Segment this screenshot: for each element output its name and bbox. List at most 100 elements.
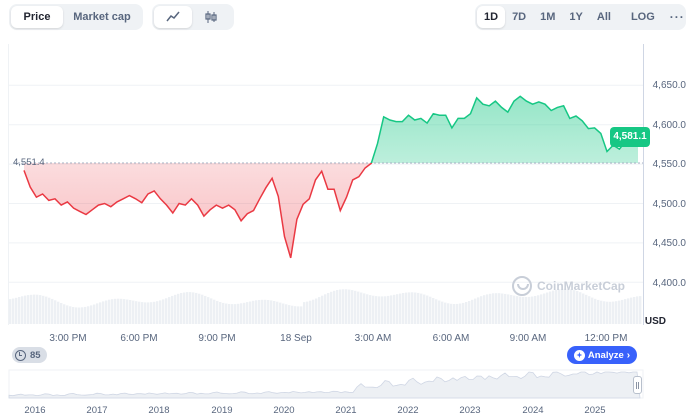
- range-1y[interactable]: 1Y: [569, 11, 583, 23]
- more-options-icon[interactable]: ···: [669, 10, 685, 24]
- volume-bar: [213, 299, 216, 324]
- candlestick-chart-button[interactable]: [192, 6, 230, 28]
- volume-bars: [9, 288, 642, 324]
- volume-bar: [300, 306, 303, 324]
- volume-bar: [408, 292, 411, 324]
- volume-bar: [345, 289, 348, 324]
- volume-bar: [483, 295, 486, 324]
- volume-bar: [597, 299, 600, 324]
- volume-bar: [144, 302, 147, 324]
- volume-bar: [384, 296, 387, 324]
- year-label: 2017: [86, 405, 108, 416]
- volume-bar: [18, 297, 21, 324]
- volume-bar: [363, 293, 366, 324]
- year-label: 2023: [459, 405, 481, 416]
- volume-bar: [330, 291, 333, 324]
- x-tick-label: 9:00 PM: [198, 333, 236, 344]
- volume-bar: [108, 299, 111, 324]
- navigator-history-area: [8, 371, 641, 399]
- volume-bar: [228, 304, 231, 324]
- volume-bar: [231, 304, 234, 324]
- volume-bar: [117, 298, 120, 324]
- x-tick-label: 3:00 AM: [354, 333, 392, 344]
- volume-bar: [75, 307, 78, 324]
- volume-bar: [114, 298, 117, 324]
- navigator-handle[interactable]: [633, 376, 642, 394]
- volume-bar: [150, 302, 153, 324]
- market-cap-tab[interactable]: Market cap: [73, 11, 131, 23]
- current-price-tag: 4,581.1: [610, 127, 650, 147]
- volume-bar: [582, 293, 585, 324]
- volume-bar: [249, 301, 252, 324]
- volume-bar: [30, 294, 33, 324]
- volume-bar: [306, 301, 309, 324]
- volume-bar: [135, 301, 138, 324]
- volume-bar: [192, 292, 195, 324]
- time-range-selector: 1D 7D 1M 1Y All LOG ···: [475, 4, 686, 30]
- volume-bar: [270, 300, 273, 324]
- volume-bar: [207, 297, 210, 324]
- volume-bar: [138, 301, 141, 324]
- volume-bar: [336, 290, 339, 324]
- volume-bar: [36, 294, 39, 324]
- volume-bar: [15, 297, 18, 324]
- volume-bar: [273, 301, 276, 324]
- volume-bar: [537, 295, 540, 324]
- volume-bar: [615, 301, 618, 324]
- y-tick-label: 4,600.0: [652, 120, 686, 131]
- volume-bar: [489, 293, 492, 324]
- volume-bar: [471, 299, 474, 324]
- volume-bar: [252, 300, 255, 324]
- range-1d[interactable]: 1D: [477, 6, 506, 28]
- analyze-button[interactable]: Analyze ›: [567, 346, 637, 364]
- year-label: 2019: [211, 405, 233, 416]
- volume-bar: [453, 304, 456, 324]
- volume-bar: [81, 307, 84, 324]
- volume-bar: [621, 299, 624, 324]
- currency-label: USD: [644, 316, 666, 327]
- volume-bar: [618, 300, 621, 324]
- volume-bar: [624, 299, 627, 324]
- chevron-right-icon: ›: [626, 349, 631, 361]
- volume-bar: [447, 303, 450, 324]
- chart-toolbar: Price Market cap 1D 7D 1M 1Y All LOG ···: [0, 0, 700, 36]
- analyze-label: Analyze: [587, 349, 624, 361]
- volume-bar: [78, 307, 81, 324]
- line-chart-button[interactable]: [154, 6, 192, 28]
- range-all[interactable]: All: [596, 11, 611, 23]
- year-label: 2016: [24, 405, 46, 416]
- volume-bar: [177, 293, 180, 324]
- volume-bar: [381, 296, 384, 324]
- volume-bar: [540, 294, 543, 324]
- range-7d[interactable]: 7D: [512, 11, 527, 23]
- volume-bar: [174, 294, 177, 324]
- volume-bar: [216, 300, 219, 324]
- volume-bar: [258, 300, 261, 324]
- volume-bar: [162, 299, 165, 324]
- log-scale-toggle[interactable]: LOG: [630, 11, 655, 23]
- volume-bar: [366, 294, 369, 324]
- volume-bar: [312, 299, 315, 324]
- volume-bar: [267, 300, 270, 324]
- volume-bar: [156, 301, 159, 324]
- volume-bar: [390, 295, 393, 324]
- volume-bar: [60, 303, 63, 324]
- watermark-text: CoinMarketCap: [537, 279, 626, 293]
- price-tab[interactable]: Price: [11, 6, 63, 28]
- volume-bar: [222, 302, 225, 324]
- volume-bar: [429, 296, 432, 324]
- comments-button[interactable]: 85: [12, 347, 47, 363]
- volume-bar: [93, 304, 96, 324]
- volume-bar: [33, 294, 36, 324]
- volume-bar: [201, 294, 204, 324]
- volume-bar: [168, 297, 171, 324]
- volume-bar: [84, 306, 87, 324]
- volume-bar: [195, 292, 198, 324]
- history-navigator[interactable]: [8, 369, 644, 399]
- range-1m[interactable]: 1M: [540, 11, 556, 23]
- volume-bar: [324, 294, 327, 324]
- volume-bar: [357, 291, 360, 324]
- volume-bar: [372, 295, 375, 324]
- volume-bar: [240, 303, 243, 324]
